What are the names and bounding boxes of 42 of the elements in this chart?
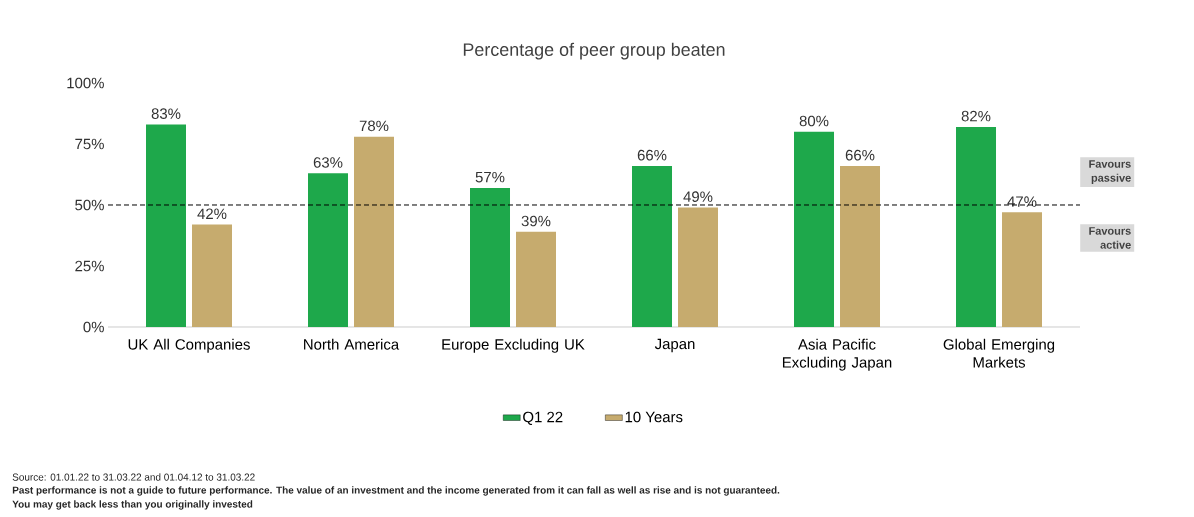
y-tick-label: 0% bbox=[83, 321, 104, 333]
legend-label: 10 Years bbox=[625, 411, 683, 423]
data-label: 39% bbox=[521, 215, 551, 227]
y-tick-label: 100% bbox=[67, 77, 104, 89]
legend-label: Q1 22 bbox=[523, 411, 563, 425]
data-label: 80% bbox=[799, 115, 829, 127]
bar bbox=[632, 165, 673, 327]
x-tick-label: Japan bbox=[654, 338, 695, 353]
y-tick-label: 75% bbox=[75, 138, 104, 150]
data-label: 78% bbox=[359, 120, 389, 132]
data-label: 82% bbox=[961, 110, 991, 122]
bar bbox=[146, 124, 186, 327]
text: Past performance is not a guide to future performance. The value of an investment and the income generated from it can fall as well as rise and is not guaranteed. bbox=[12, 486, 780, 496]
bar bbox=[840, 165, 881, 327]
x-tick-label: Asia Pacific Excluding Japan bbox=[782, 338, 892, 371]
bar bbox=[308, 173, 348, 327]
bar bbox=[1002, 212, 1043, 327]
data-label: 42% bbox=[197, 208, 227, 219]
x-tick-label: North America bbox=[304, 338, 400, 350]
data-label: 49% bbox=[683, 191, 713, 202]
y-tick-label: 50% bbox=[75, 199, 104, 211]
bar bbox=[678, 207, 719, 327]
data-label: 66% bbox=[637, 149, 667, 161]
source-note: Source: 01.01.22 to 31.03.22 and 01.04.12 to 31.03.22 bbox=[12, 473, 255, 481]
bar bbox=[470, 187, 510, 327]
text: Favours passive bbox=[1089, 160, 1131, 184]
bar bbox=[794, 131, 835, 327]
y-tick-label: 25% bbox=[75, 260, 104, 272]
x-tick-label: UK All Companies bbox=[128, 338, 250, 353]
data-label: 63% bbox=[313, 157, 343, 168]
data-label: 83% bbox=[151, 108, 181, 119]
bar bbox=[516, 231, 556, 327]
x-tick-label: Europe Excluding UK bbox=[442, 338, 585, 353]
bar bbox=[956, 126, 997, 327]
text: Favours active bbox=[1089, 227, 1131, 249]
text: You may get back less than you originally invested bbox=[12, 500, 253, 510]
bar bbox=[354, 136, 394, 327]
data-label: 66% bbox=[845, 149, 875, 161]
x-tick-label: Global Emerging Markets bbox=[943, 338, 1055, 368]
data-label: 57% bbox=[475, 171, 505, 183]
chart-title: Percentage of peer group beaten bbox=[463, 42, 725, 60]
bar bbox=[192, 224, 232, 327]
